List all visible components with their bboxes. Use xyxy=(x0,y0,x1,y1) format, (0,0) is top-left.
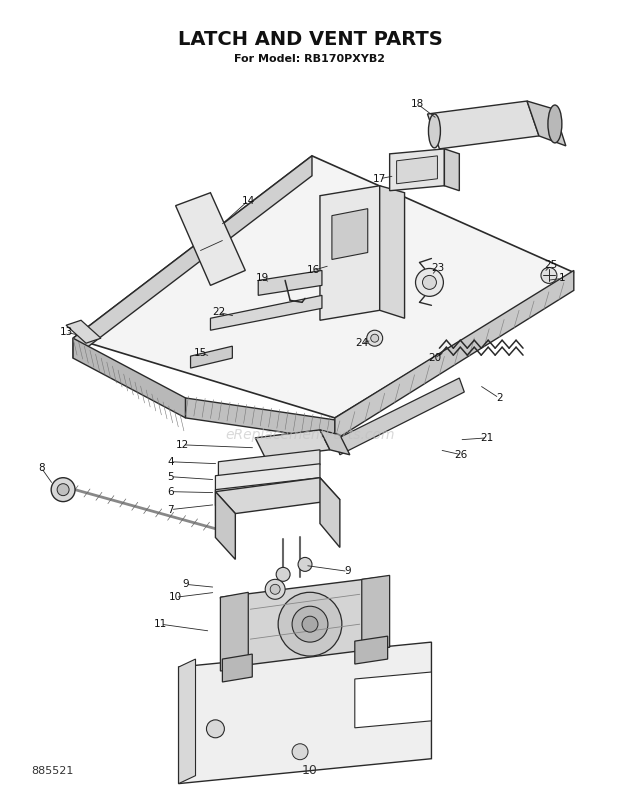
Text: 15: 15 xyxy=(194,348,207,358)
Text: 12: 12 xyxy=(176,440,189,450)
Circle shape xyxy=(367,331,383,346)
Text: 11: 11 xyxy=(154,619,167,629)
Polygon shape xyxy=(320,478,340,548)
Circle shape xyxy=(292,744,308,759)
Polygon shape xyxy=(215,478,340,514)
Ellipse shape xyxy=(548,105,562,143)
Text: 9: 9 xyxy=(345,567,351,576)
Circle shape xyxy=(57,484,69,496)
Polygon shape xyxy=(66,320,101,343)
Polygon shape xyxy=(190,346,232,368)
Polygon shape xyxy=(527,101,566,146)
Circle shape xyxy=(371,334,379,342)
Polygon shape xyxy=(397,156,438,183)
Circle shape xyxy=(276,567,290,582)
Text: eReplacementParts.com: eReplacementParts.com xyxy=(225,428,395,442)
Polygon shape xyxy=(332,209,368,260)
Text: 19: 19 xyxy=(255,273,269,283)
Text: 14: 14 xyxy=(242,196,255,205)
Polygon shape xyxy=(355,636,388,664)
Circle shape xyxy=(278,593,342,656)
Polygon shape xyxy=(335,271,574,440)
Polygon shape xyxy=(255,430,330,458)
Polygon shape xyxy=(220,578,389,667)
Polygon shape xyxy=(361,575,389,651)
Polygon shape xyxy=(218,450,320,477)
Text: 7: 7 xyxy=(167,504,174,515)
Polygon shape xyxy=(175,193,246,286)
Polygon shape xyxy=(215,478,320,505)
Circle shape xyxy=(292,606,328,642)
Polygon shape xyxy=(185,398,335,440)
Text: 13: 13 xyxy=(60,327,73,337)
Polygon shape xyxy=(320,186,379,320)
Text: 24: 24 xyxy=(355,338,368,348)
Polygon shape xyxy=(210,295,322,331)
Text: 885521: 885521 xyxy=(31,766,74,776)
Text: 20: 20 xyxy=(428,353,441,363)
Text: 10: 10 xyxy=(302,764,318,778)
Polygon shape xyxy=(379,186,405,318)
Text: 23: 23 xyxy=(431,264,444,273)
Text: 26: 26 xyxy=(454,450,468,460)
Polygon shape xyxy=(220,593,248,671)
Polygon shape xyxy=(73,156,574,418)
Polygon shape xyxy=(427,101,539,149)
Text: 4: 4 xyxy=(167,456,174,467)
Text: 10: 10 xyxy=(169,593,182,602)
Text: 9: 9 xyxy=(182,579,189,589)
Polygon shape xyxy=(259,271,322,295)
Circle shape xyxy=(422,275,436,290)
Circle shape xyxy=(298,557,312,571)
Circle shape xyxy=(265,579,285,599)
Ellipse shape xyxy=(428,114,440,148)
Polygon shape xyxy=(73,156,312,358)
Polygon shape xyxy=(223,654,252,682)
Text: 25: 25 xyxy=(544,260,557,271)
Text: 18: 18 xyxy=(411,99,424,109)
Text: 5: 5 xyxy=(167,471,174,482)
Polygon shape xyxy=(320,430,350,455)
Polygon shape xyxy=(179,659,195,784)
Text: 8: 8 xyxy=(38,463,45,473)
Text: 22: 22 xyxy=(212,307,225,317)
Circle shape xyxy=(302,616,318,632)
Polygon shape xyxy=(179,642,432,784)
Text: LATCH AND VENT PARTS: LATCH AND VENT PARTS xyxy=(177,30,443,49)
Text: For Model: RB170PXYB2: For Model: RB170PXYB2 xyxy=(234,54,386,65)
Text: 2: 2 xyxy=(496,393,502,403)
Polygon shape xyxy=(215,464,320,492)
Circle shape xyxy=(270,584,280,594)
Polygon shape xyxy=(215,492,236,560)
Polygon shape xyxy=(445,149,459,190)
Text: 6: 6 xyxy=(167,486,174,497)
Polygon shape xyxy=(73,338,185,418)
Text: 17: 17 xyxy=(373,174,386,183)
Text: 1: 1 xyxy=(559,273,565,283)
Polygon shape xyxy=(389,149,445,190)
Circle shape xyxy=(51,478,75,501)
Polygon shape xyxy=(355,672,432,728)
Circle shape xyxy=(206,720,224,737)
Circle shape xyxy=(541,268,557,283)
Circle shape xyxy=(415,268,443,297)
Text: 16: 16 xyxy=(306,265,320,275)
Polygon shape xyxy=(335,378,464,455)
Text: 21: 21 xyxy=(480,433,494,443)
